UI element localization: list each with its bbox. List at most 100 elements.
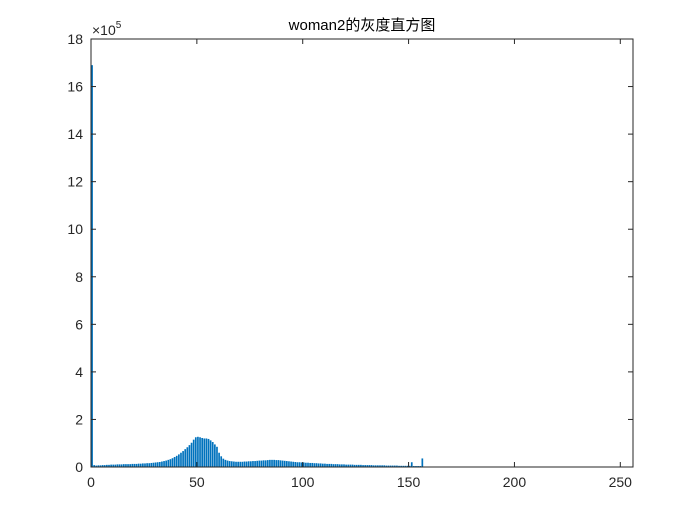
histogram-bar [256, 460, 259, 467]
histogram-bar [410, 462, 413, 467]
histogram-bar [230, 461, 233, 467]
histogram-bar [336, 464, 339, 467]
histogram-bar [307, 462, 309, 467]
histogram-bar [288, 461, 290, 467]
histogram-bar [99, 465, 102, 467]
ticks-group: 0 50 100 150 200 250 0 2 4 6 8 10 12 14 16 18 [67, 31, 633, 490]
histogram-bar [133, 463, 136, 467]
histogram-bar [364, 465, 367, 467]
histogram-bar [158, 462, 161, 467]
histogram-bar [366, 465, 369, 467]
histogram-bar [321, 463, 324, 467]
histogram-bar [338, 464, 341, 467]
histogram-bar [404, 465, 407, 467]
histogram-bar [245, 461, 248, 467]
histogram-bar [152, 462, 155, 467]
histogram-bar [330, 463, 333, 467]
histogram-bar [144, 463, 146, 467]
histogram-bar [95, 465, 98, 467]
histogram-bar [296, 462, 299, 467]
histogram-bar [129, 464, 132, 467]
histogram-bar [235, 461, 237, 467]
histogram-bar [351, 464, 354, 467]
histogram-bar [122, 464, 125, 467]
histogram-bar [142, 463, 144, 467]
histogram-bar [385, 465, 388, 467]
histogram-bar [93, 465, 96, 467]
histogram-bar [167, 459, 170, 467]
histogram-bar [110, 464, 112, 467]
histogram-bar [391, 465, 394, 467]
histogram-bar [201, 437, 203, 467]
histogram-bar [112, 464, 115, 467]
histogram-bar [370, 465, 373, 467]
histogram-bar [264, 460, 267, 467]
y-exponent-base: ×10 [92, 22, 116, 38]
histogram-bar [374, 465, 377, 467]
histogram-bar [349, 464, 352, 467]
x-tick-label: 100 [291, 474, 315, 490]
y-exponent-label: ×105 [92, 20, 122, 38]
histogram-bar [400, 465, 403, 467]
histogram-bar [146, 463, 148, 467]
histogram-bar [180, 452, 182, 467]
axes-box [90, 38, 634, 468]
histogram-bar [194, 437, 197, 467]
histogram-bar [114, 464, 117, 467]
histogram-bar [292, 461, 295, 467]
histogram-bar [279, 460, 282, 467]
histogram-bar [116, 464, 119, 467]
histogram-bar [91, 65, 93, 467]
histogram-bar [315, 463, 318, 467]
histogram-bar [377, 465, 379, 467]
histogram-bar [324, 463, 326, 467]
histogram-bar [334, 464, 337, 467]
x-tick-label: 250 [609, 474, 633, 490]
histogram-bar [186, 447, 189, 467]
histogram-bar [294, 462, 297, 467]
histogram-bar [197, 436, 199, 467]
x-tick-label: 150 [397, 474, 421, 490]
histogram-bar [298, 462, 301, 467]
histogram-bar [241, 461, 244, 467]
histogram-bar [317, 463, 320, 467]
histogram-bar [389, 465, 392, 467]
y-tick-label: 12 [67, 174, 83, 190]
histogram-bar [192, 439, 195, 467]
histogram-bar [205, 438, 208, 467]
histogram-bar [357, 464, 360, 467]
histogram-bar [118, 464, 121, 467]
histogram-bar [137, 463, 140, 467]
histogram-bar [239, 461, 242, 467]
histogram-bar [233, 461, 235, 467]
histogram-bar [277, 460, 280, 467]
histogram-bar [97, 465, 100, 467]
histogram-bar [214, 444, 216, 467]
histogram-bar [120, 464, 123, 467]
histogram-bar [313, 463, 316, 467]
histogram-bar [319, 463, 322, 467]
y-tick-label: 8 [75, 269, 83, 285]
histogram-bar [362, 465, 364, 467]
histogram-bar [150, 462, 153, 467]
histogram-bar [311, 462, 314, 467]
histogram-bar [421, 458, 424, 467]
histogram-bar [161, 461, 163, 467]
histogram-bar [353, 464, 356, 467]
histogram-bar [127, 464, 129, 467]
bars-group [91, 65, 424, 467]
histogram-bar [281, 460, 284, 467]
histogram-bar [250, 461, 252, 467]
histogram-bar [135, 463, 138, 467]
histogram-bar [383, 465, 386, 467]
histogram-bar [269, 459, 271, 467]
histogram-bar [169, 459, 172, 467]
y-tick-label: 0 [75, 459, 83, 475]
histogram-bar [103, 465, 106, 467]
histogram-bar [343, 464, 345, 467]
histogram-bar [381, 465, 383, 467]
histogram-bar [326, 463, 328, 467]
histogram-bar [393, 465, 396, 467]
